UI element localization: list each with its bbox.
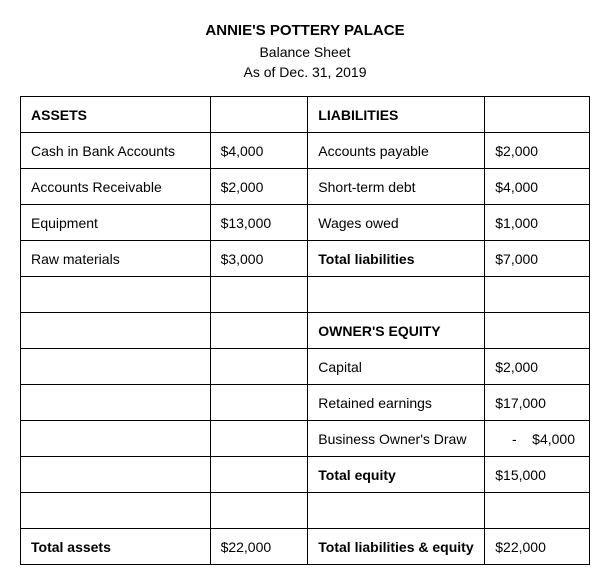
table-row: Accounts Receivable$2,000Short-term debt… bbox=[21, 169, 590, 205]
c2: $13,000 bbox=[210, 205, 308, 241]
c3: Total equity bbox=[308, 457, 485, 493]
c2 bbox=[210, 457, 308, 493]
c2: $3,000 bbox=[210, 241, 308, 277]
c4: $2,000 bbox=[485, 133, 590, 169]
c2 bbox=[210, 277, 308, 313]
c4 bbox=[485, 277, 590, 313]
c1 bbox=[21, 457, 211, 493]
c3: Short-term debt bbox=[308, 169, 485, 205]
c4 bbox=[485, 97, 590, 133]
c1: Equipment bbox=[21, 205, 211, 241]
c4: $4,000 bbox=[485, 169, 590, 205]
c1: Total assets bbox=[21, 529, 211, 565]
c1 bbox=[21, 493, 211, 529]
c3: Total liabilities & equity bbox=[308, 529, 485, 565]
table-row bbox=[21, 277, 590, 313]
c2 bbox=[210, 313, 308, 349]
c4: $2,000 bbox=[485, 349, 590, 385]
c3: LIABILITIES bbox=[308, 97, 485, 133]
c3: Capital bbox=[308, 349, 485, 385]
c2 bbox=[210, 421, 308, 457]
c2 bbox=[210, 349, 308, 385]
c1 bbox=[21, 349, 211, 385]
c3 bbox=[308, 277, 485, 313]
c1: ASSETS bbox=[21, 97, 211, 133]
c2 bbox=[210, 385, 308, 421]
doc-date: As of Dec. 31, 2019 bbox=[20, 62, 590, 82]
table-row: Total assets$22,000Total liabilities & e… bbox=[21, 529, 590, 565]
c1 bbox=[21, 313, 211, 349]
c2: $22,000 bbox=[210, 529, 308, 565]
table-row: ASSETS LIABILITIES bbox=[21, 97, 590, 133]
c1: Accounts Receivable bbox=[21, 169, 211, 205]
c1 bbox=[21, 277, 211, 313]
table-row: Business Owner's Draw- $4,000 bbox=[21, 421, 590, 457]
c4: $15,000 bbox=[485, 457, 590, 493]
doc-subtitle: Balance Sheet bbox=[20, 42, 590, 62]
table-row: Capital$2,000 bbox=[21, 349, 590, 385]
table-row bbox=[21, 493, 590, 529]
c4: $17,000 bbox=[485, 385, 590, 421]
c2: $2,000 bbox=[210, 169, 308, 205]
c3: Retained earnings bbox=[308, 385, 485, 421]
c3: OWNER'S EQUITY bbox=[308, 313, 485, 349]
c3: Accounts payable bbox=[308, 133, 485, 169]
c2: $4,000 bbox=[210, 133, 308, 169]
c3: Business Owner's Draw bbox=[308, 421, 485, 457]
c3: Total liabilities bbox=[308, 241, 485, 277]
balance-sheet: ANNIE'S POTTERY PALACE Balance Sheet As … bbox=[20, 20, 590, 565]
c3: Wages owed bbox=[308, 205, 485, 241]
c4: $7,000 bbox=[485, 241, 590, 277]
company-title: ANNIE'S POTTERY PALACE bbox=[20, 20, 590, 42]
c1: Raw materials bbox=[21, 241, 211, 277]
table-row: Total equity$15,000 bbox=[21, 457, 590, 493]
table-row: OWNER'S EQUITY bbox=[21, 313, 590, 349]
c2 bbox=[210, 493, 308, 529]
c1 bbox=[21, 385, 211, 421]
table-row: Cash in Bank Accounts$4,000Accounts paya… bbox=[21, 133, 590, 169]
c4: $1,000 bbox=[485, 205, 590, 241]
c1: Cash in Bank Accounts bbox=[21, 133, 211, 169]
c2 bbox=[210, 97, 308, 133]
c4 bbox=[485, 493, 590, 529]
c3 bbox=[308, 493, 485, 529]
balance-table: ASSETSLIABILITIESCash in Bank Accounts$4… bbox=[20, 96, 590, 565]
c4: $22,000 bbox=[485, 529, 590, 565]
header: ANNIE'S POTTERY PALACE Balance Sheet As … bbox=[20, 20, 590, 82]
table-row: Equipment$13,000Wages owed$1,000 bbox=[21, 205, 590, 241]
table-row: Retained earnings$17,000 bbox=[21, 385, 590, 421]
c4 bbox=[485, 313, 590, 349]
c1 bbox=[21, 421, 211, 457]
c4: - $4,000 bbox=[485, 421, 590, 457]
table-row: Raw materials$3,000Total liabilities$7,0… bbox=[21, 241, 590, 277]
